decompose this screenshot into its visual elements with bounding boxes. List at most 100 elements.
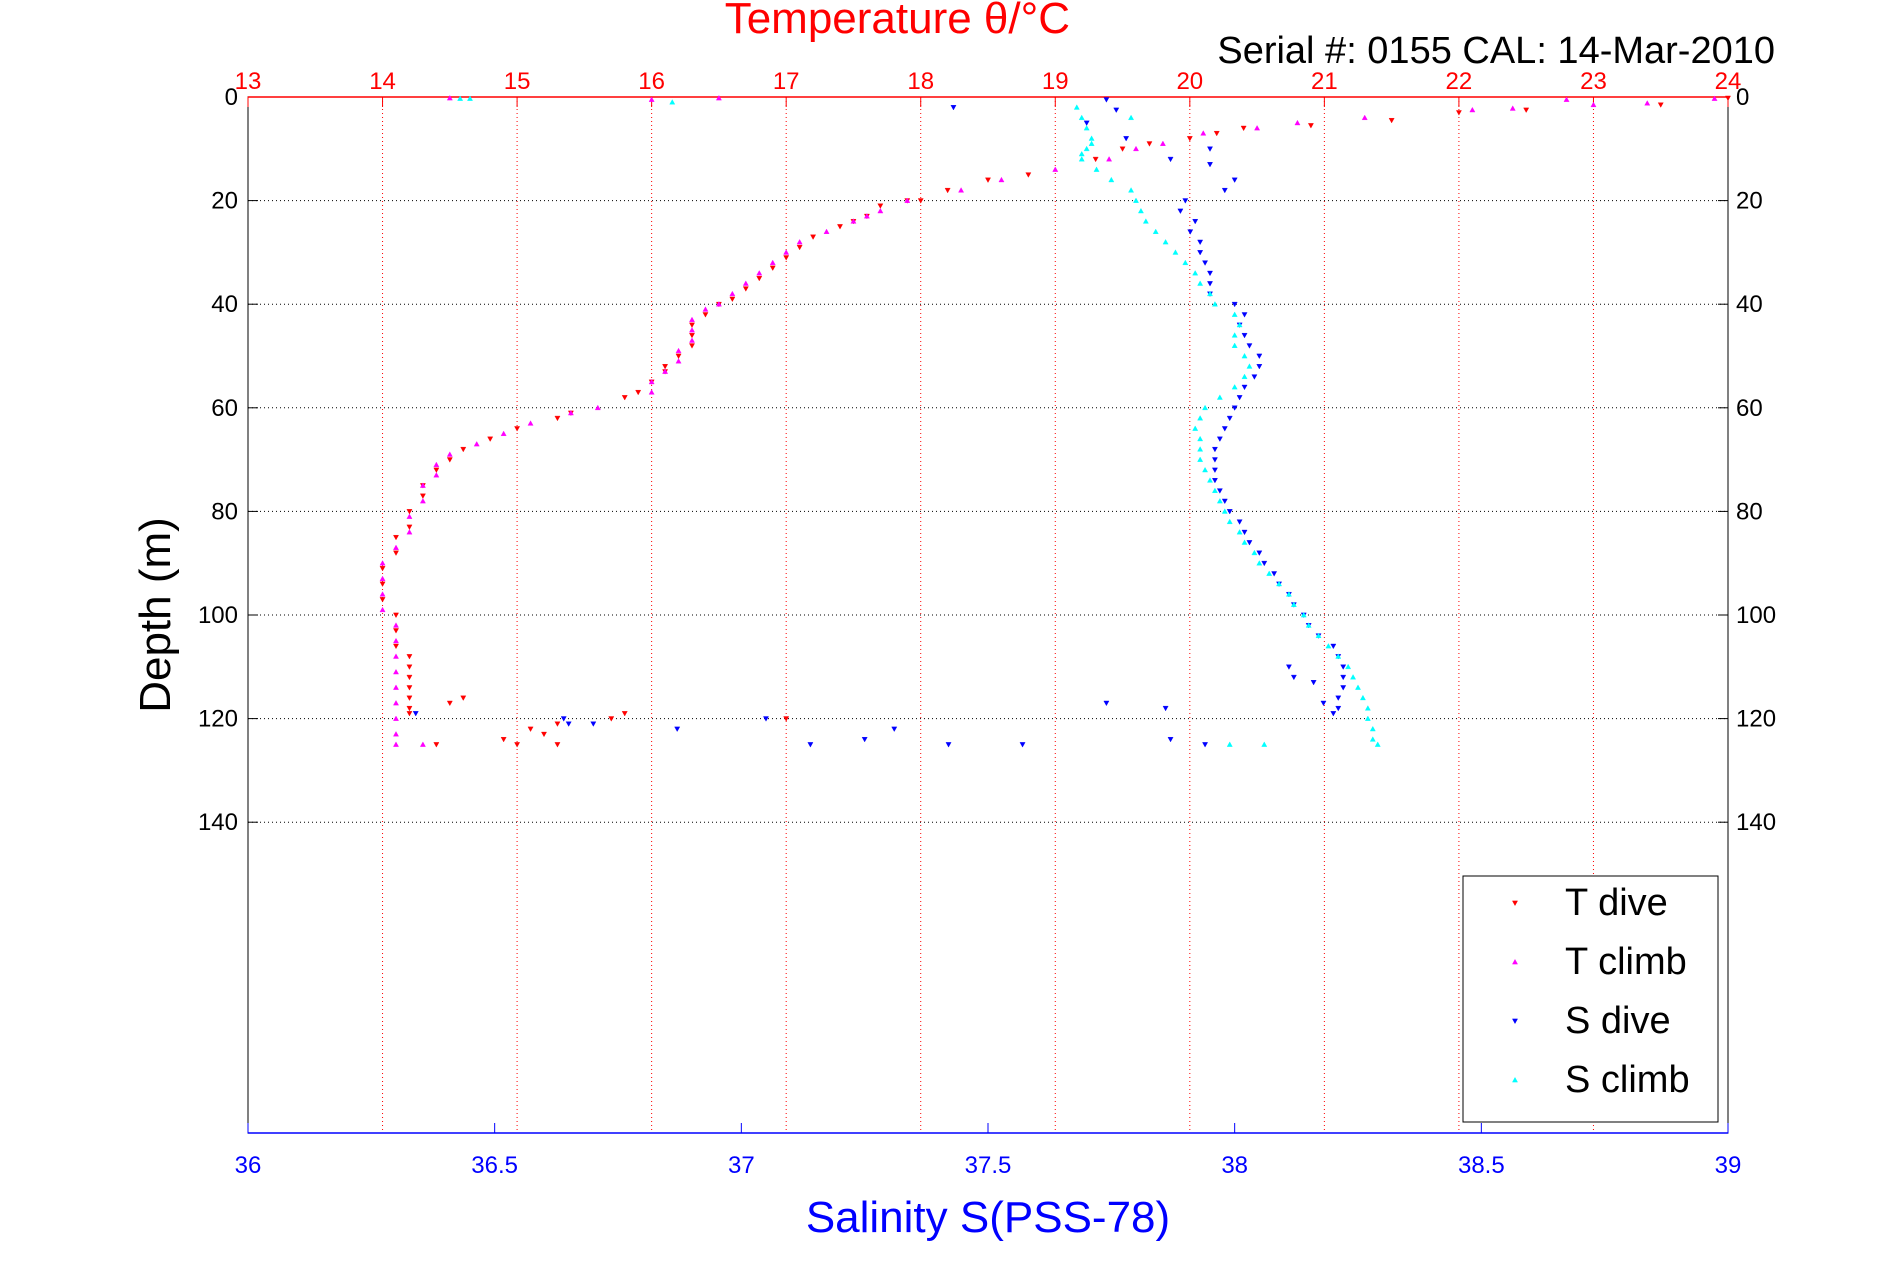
data-point [467, 95, 473, 101]
data-point [412, 711, 419, 717]
data-point [1256, 550, 1263, 556]
data-point [1266, 570, 1273, 576]
data-point [419, 741, 426, 747]
data-point [1192, 219, 1199, 225]
data-point [715, 301, 722, 307]
data-point [1207, 477, 1213, 483]
data-point [460, 446, 467, 453]
data-point [702, 312, 709, 318]
data-point [1294, 119, 1301, 126]
depth-tick-label-left: 140 [198, 809, 238, 836]
data-point [393, 653, 399, 659]
data-point [1325, 643, 1332, 649]
data-point [823, 228, 830, 234]
data-point [783, 249, 790, 255]
salinity-tick-label: 39 [1715, 1152, 1742, 1179]
data-point [1335, 653, 1342, 659]
data-point [1359, 694, 1366, 701]
data-point [1241, 373, 1248, 379]
data-point [1226, 741, 1233, 747]
data-point [1182, 198, 1189, 204]
data-point [1231, 311, 1238, 317]
data-point [541, 731, 547, 738]
data-point [877, 207, 884, 214]
data-point [1197, 415, 1204, 421]
data-point [446, 457, 453, 463]
data-point [891, 726, 898, 732]
data-point [1187, 229, 1194, 235]
data-point [1093, 166, 1100, 172]
legend-marker [1512, 1076, 1518, 1083]
data-point [406, 513, 413, 519]
data-point [769, 259, 776, 266]
data-point [1335, 695, 1342, 701]
data-point [1133, 197, 1139, 203]
data-point [1146, 141, 1153, 147]
data-point [1216, 394, 1223, 400]
data-point [487, 436, 494, 442]
data-point [1197, 446, 1204, 452]
data-point [1241, 333, 1248, 339]
data-point [406, 674, 413, 681]
data-point [850, 218, 857, 224]
temperature-tick-label: 19 [1042, 68, 1069, 95]
data-point [1221, 187, 1228, 194]
data-point [1211, 446, 1218, 453]
data-point [1106, 156, 1113, 162]
data-point [594, 404, 601, 411]
data-point [1207, 281, 1213, 287]
data-point [514, 742, 521, 748]
data-point [1335, 705, 1342, 712]
legend-items: T dive T climb S dive S climb [1512, 882, 1690, 1101]
data-point [1355, 684, 1361, 690]
data-point [1113, 107, 1120, 113]
data-point [1182, 259, 1189, 266]
data-point [608, 716, 615, 722]
data-point [985, 177, 991, 183]
data-point [1202, 466, 1209, 473]
data-point [1241, 384, 1248, 391]
data-point [689, 337, 695, 343]
data-point [446, 700, 453, 707]
data-point [1207, 162, 1213, 168]
data-point [1211, 478, 1218, 484]
data-point [1290, 674, 1297, 681]
data-point [554, 742, 561, 748]
depth-tick-label-left: 120 [198, 706, 238, 733]
data-point [689, 333, 695, 339]
data-point [702, 306, 709, 312]
data-point [877, 203, 884, 209]
data-point [393, 544, 399, 550]
data-point [1159, 140, 1166, 146]
legend-marker [1512, 900, 1518, 907]
data-point [393, 622, 399, 628]
data-point [379, 597, 386, 603]
temperature-tick-label: 13 [235, 68, 262, 95]
data-point [689, 343, 695, 349]
legend-label: S dive [1565, 1000, 1671, 1042]
depth-tick-label-left: 100 [198, 602, 238, 629]
data-point [648, 389, 655, 395]
data-point [1340, 664, 1347, 670]
data-point [1025, 172, 1032, 178]
data-point [950, 105, 957, 111]
data-point [1241, 352, 1248, 359]
data-point [1177, 208, 1184, 214]
data-point [1285, 664, 1292, 670]
data-point [1231, 384, 1238, 390]
depth-tick-label-left: 40 [211, 291, 238, 318]
data-point [393, 684, 399, 690]
data-point [1256, 560, 1263, 566]
depth-tick-label-right: 0 [1736, 84, 1749, 111]
data-point [1231, 301, 1238, 308]
data-point [406, 654, 413, 660]
data-point [1078, 156, 1085, 162]
temperature-tick-label: 22 [1446, 68, 1473, 95]
data-point [1469, 106, 1476, 113]
data-point [527, 420, 534, 426]
data-point [393, 535, 399, 541]
data-point [560, 716, 567, 722]
temperature-tick-label: 16 [638, 68, 665, 95]
data-point [1137, 207, 1144, 214]
